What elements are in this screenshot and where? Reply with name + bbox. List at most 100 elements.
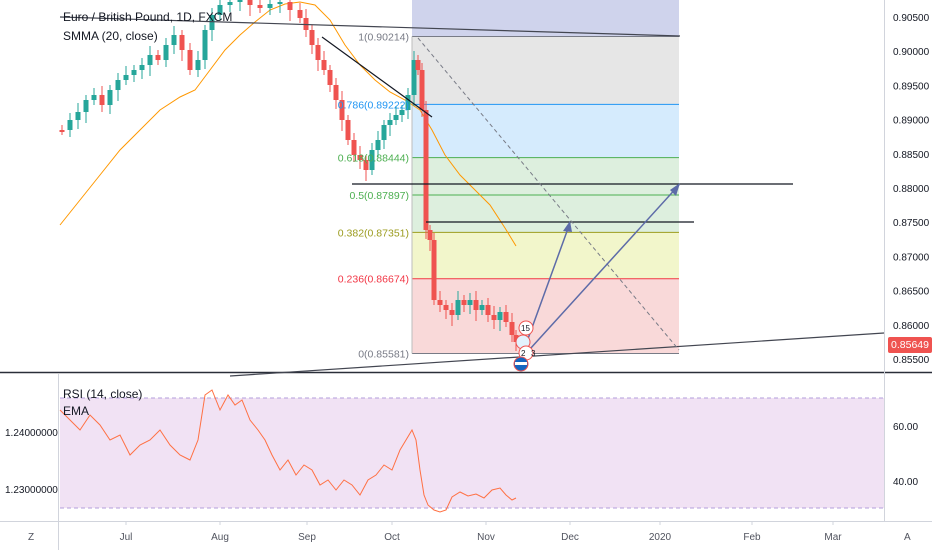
price-tick-label: 0.88000 — [893, 184, 930, 195]
fib-extension-zone — [412, 0, 679, 36]
chart-title[interactable]: Euro / British Pound, 1D, FXCM — [63, 10, 232, 24]
candle-body — [195, 60, 201, 70]
candle-body — [139, 65, 145, 70]
candle-body — [179, 35, 185, 50]
price-tick-label: 0.85500 — [893, 355, 930, 366]
rsi-left-tick: 1.24000000 — [5, 428, 58, 439]
candles-series — [59, 0, 519, 351]
rsi-ema-label: EMA — [63, 404, 89, 418]
event-bubble-label: 3 — [531, 349, 536, 358]
candle-body — [369, 150, 375, 170]
candle-body — [513, 335, 519, 342]
candle-body — [209, 15, 215, 30]
candle-body — [381, 125, 387, 140]
smma-legend[interactable]: SMMA (20, close) — [63, 29, 158, 43]
fib-level-label: 0.5(0.87897) — [349, 190, 409, 202]
candle-body — [411, 60, 417, 95]
fib-level-label: 1(0.90214) — [358, 32, 409, 44]
time-tick-label: 2020 — [649, 532, 672, 543]
candle-body — [473, 300, 479, 310]
fib-labels: 1(0.90214) 0.786(0.89222) 0.618(0.88444) 0.… — [338, 32, 409, 361]
price-tick-label: 0.86000 — [893, 321, 930, 332]
fib-level-label: 0(0.85581) — [358, 348, 409, 360]
candle-body — [419, 70, 425, 110]
price-tick-label: 0.87500 — [893, 218, 930, 229]
zoom-button[interactable]: Z — [28, 532, 34, 543]
candle-body — [485, 305, 491, 315]
candle-body — [351, 140, 357, 155]
fib-retracement-lines[interactable] — [411, 36, 679, 354]
candle-body — [357, 155, 363, 160]
candle-body — [59, 130, 65, 132]
candle-body — [427, 230, 433, 240]
event-markers[interactable]: 15 2 3 — [513, 320, 536, 372]
candle-body — [202, 30, 208, 60]
projection-arrowhead-1 — [563, 221, 572, 232]
event-bubble[interactable] — [518, 320, 534, 336]
candle-body — [467, 300, 473, 305]
candle-body — [503, 312, 509, 322]
time-tick-label: Nov — [477, 532, 495, 543]
candle-body — [75, 112, 81, 120]
fib-diagonal-dashed — [417, 37, 680, 351]
rsi-left-axis[interactable]: 1.24000000 1.23000000 — [5, 428, 58, 496]
candle-body — [491, 315, 497, 320]
price-tick-label: 0.88500 — [893, 150, 930, 161]
event-bubble-label: 2 — [521, 349, 526, 358]
candle-body — [479, 305, 485, 310]
time-tick-label: Dec — [561, 532, 579, 543]
candle-body — [315, 45, 321, 60]
rsi-title: RSI (14, close) — [63, 387, 142, 401]
fib-level-label: 0.382(0.87351) — [338, 227, 409, 239]
candle-body — [217, 5, 223, 15]
candle-body — [83, 100, 89, 112]
candle-body — [187, 50, 193, 70]
candle-body — [115, 80, 121, 90]
lower-trendline[interactable] — [229, 332, 885, 377]
rsi-line — [59, 389, 517, 513]
last-price-tag: 0.85649 — [888, 337, 932, 353]
projection-arrow-2[interactable] — [529, 184, 680, 350]
rsi-right-axis[interactable]: 60.00 40.00 — [893, 422, 918, 488]
time-tick-label: Feb — [743, 532, 761, 543]
time-tick-label: Aug — [211, 532, 229, 543]
candle-body — [455, 300, 461, 315]
rsi-band — [60, 398, 884, 508]
time-axis[interactable]: Jul Aug Sep Oct Nov Dec 2020 Feb Mar — [120, 521, 843, 543]
price-tick-label: 0.87000 — [893, 252, 930, 263]
trend-drawings[interactable] — [59, 16, 885, 377]
auto-scale-button[interactable]: A — [904, 532, 911, 543]
candle-body — [227, 2, 233, 5]
candle-body — [277, 2, 283, 4]
candle-body — [237, 0, 243, 2]
time-tick-label: Mar — [824, 532, 842, 543]
flag-icon-stripe — [515, 362, 527, 365]
smma-line — [59, 1, 517, 247]
candle-body — [321, 60, 327, 70]
price-tick-label: 0.89000 — [893, 116, 930, 127]
candle-body — [339, 100, 345, 120]
fib-zone — [412, 36, 679, 105]
candle-body — [267, 4, 273, 8]
price-axis[interactable]: 0.90500 0.90000 0.89500 0.89000 0.88500 0.880… — [893, 13, 930, 366]
candle-body — [497, 312, 503, 320]
price-tick-label: 0.90000 — [893, 47, 930, 58]
candle-body — [257, 5, 263, 8]
down-channel-line[interactable] — [321, 36, 433, 118]
main-pane[interactable] — [0, 0, 884, 372]
time-tick-label: Oct — [384, 532, 400, 543]
candle-body — [399, 110, 405, 115]
candle-body — [297, 10, 303, 18]
candle-body — [171, 35, 177, 45]
candle-body — [287, 2, 293, 10]
candle-body — [431, 240, 437, 300]
upper-trendline[interactable] — [59, 16, 681, 37]
candle-body — [163, 45, 169, 60]
candle-body — [155, 55, 161, 60]
candle-body — [327, 70, 333, 85]
candle-body — [91, 95, 97, 100]
fib-level-label: 0.786(0.89222) — [338, 99, 409, 111]
fib-level-label: 0.618(0.88444) — [338, 153, 409, 165]
